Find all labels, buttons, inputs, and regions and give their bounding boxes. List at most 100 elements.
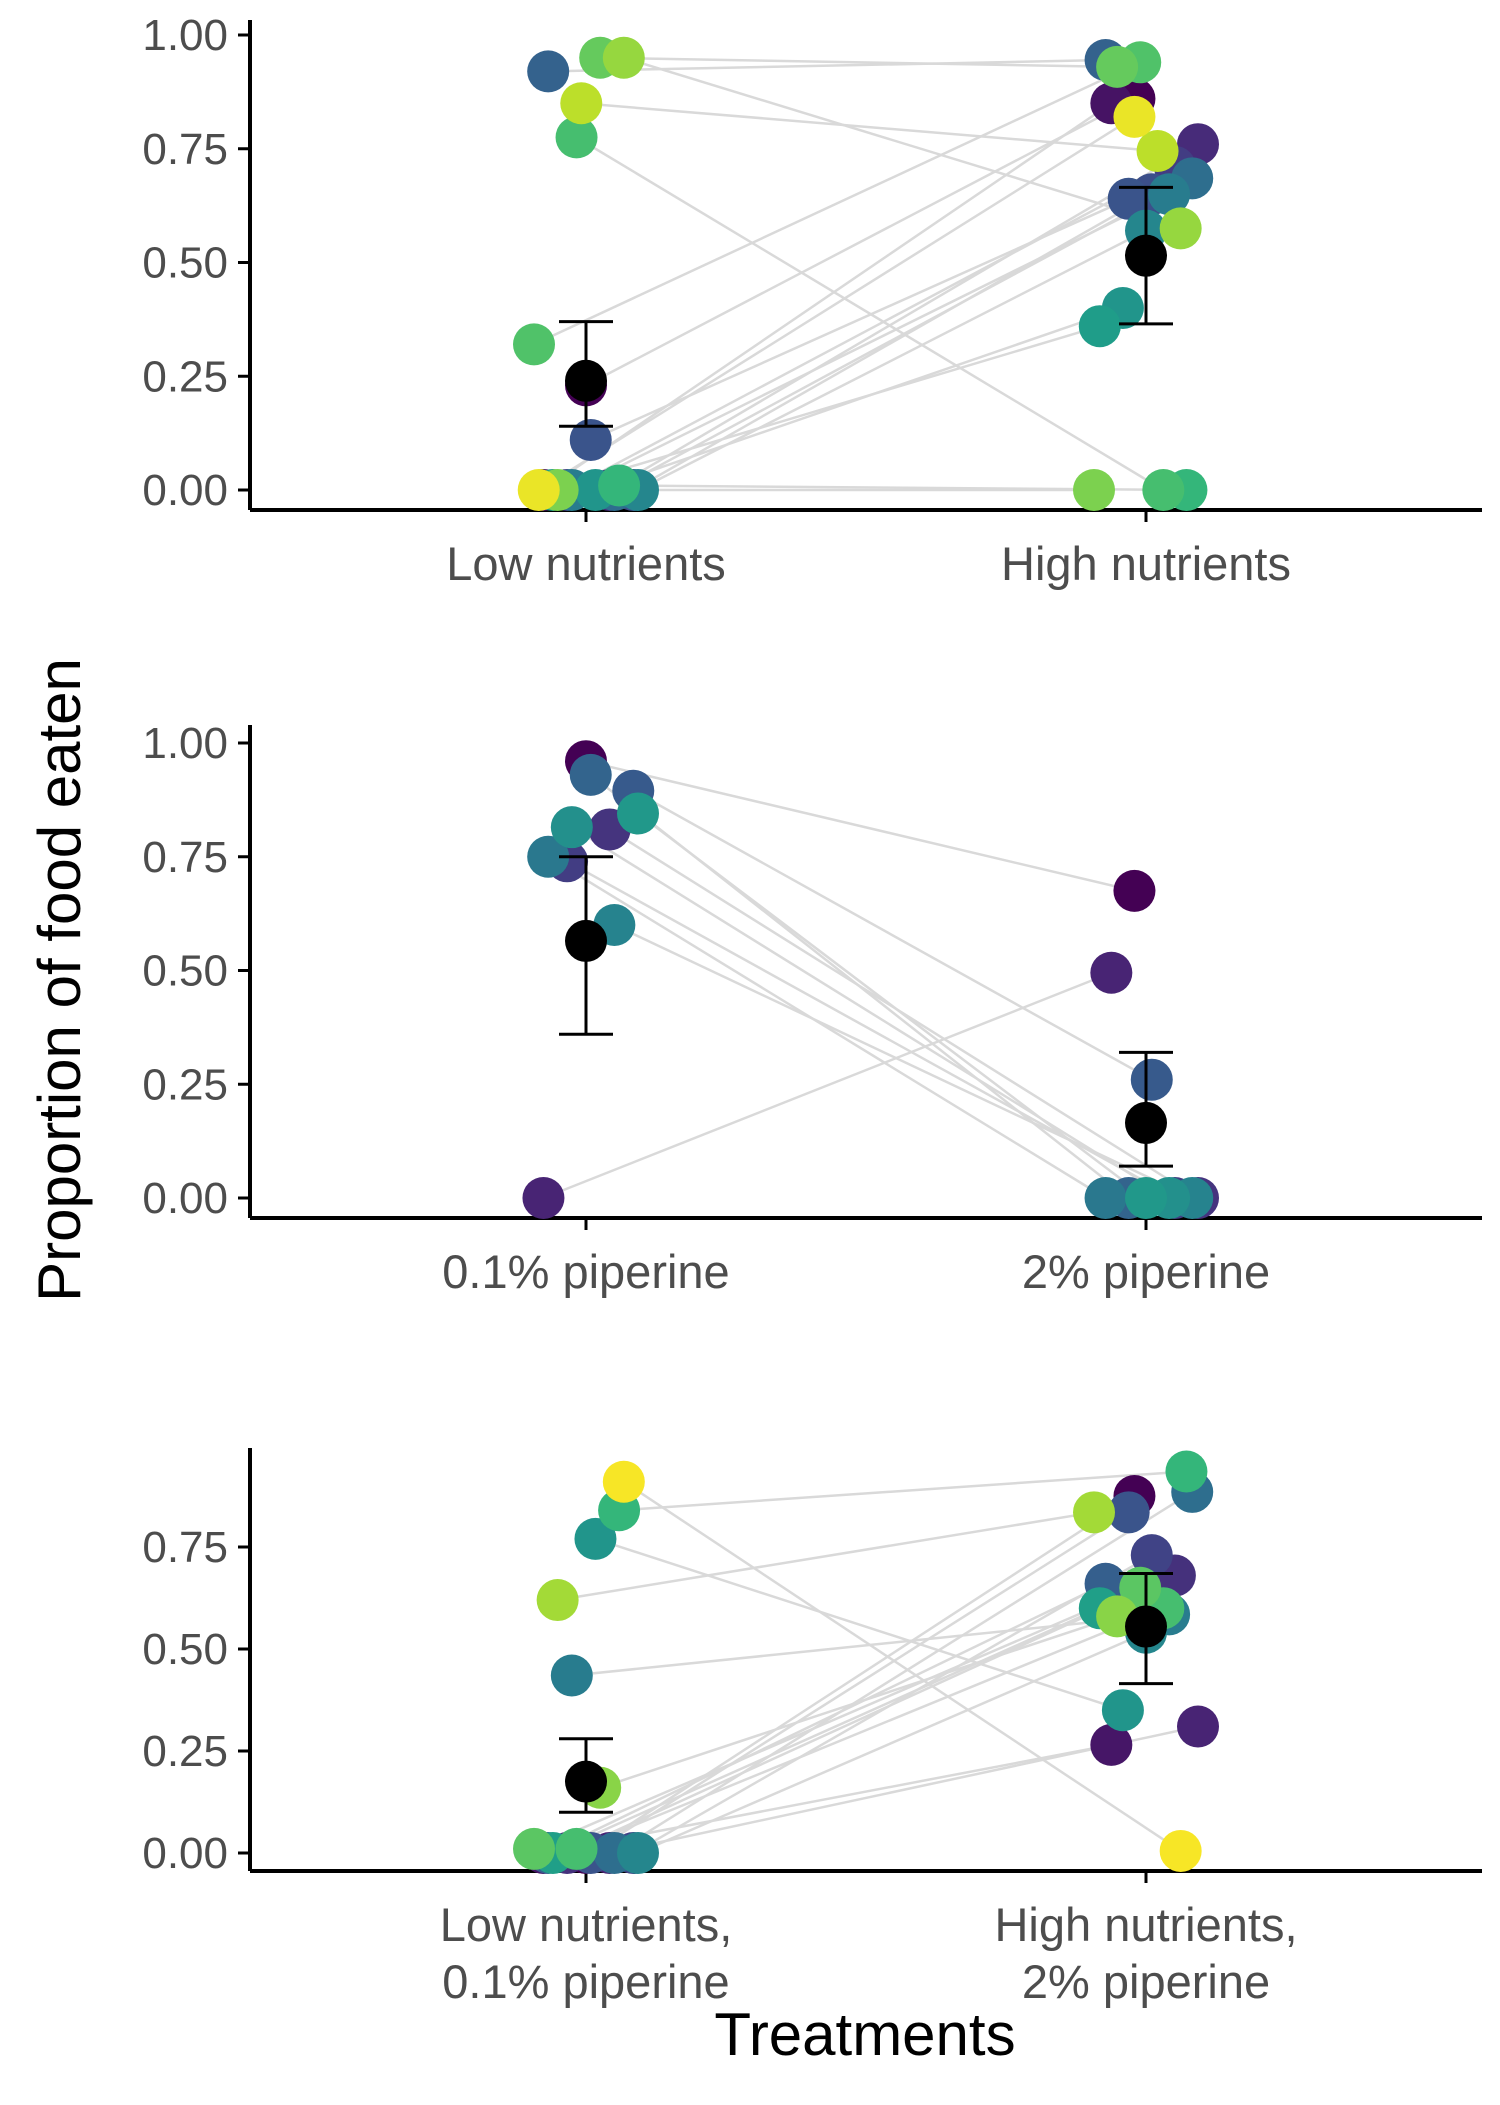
pair-line (547, 855, 1107, 1200)
pair-line (538, 115, 1136, 492)
data-point-right (1142, 469, 1185, 511)
data-point-left (602, 1460, 645, 1503)
data-point-right (1177, 1705, 1219, 1748)
data-point-right (1159, 207, 1202, 250)
data-point-right (1090, 951, 1133, 994)
data-point-left (550, 1654, 593, 1697)
pair-line (571, 826, 1170, 1200)
data-point-right (1107, 1491, 1150, 1534)
data-point-left (569, 418, 612, 461)
pair-line (590, 197, 1130, 442)
data-point-left (569, 753, 612, 796)
y-tick-label: 1.00 (142, 11, 228, 60)
data-point-right (1130, 1058, 1173, 1101)
pair-line (585, 1494, 1136, 1855)
data-point-right (1113, 95, 1156, 138)
y-tick-label: 0.75 (142, 833, 228, 882)
pair-line (552, 1607, 1101, 1855)
pair-line (571, 193, 1170, 492)
pair-line (557, 1511, 1095, 1602)
pair-line (599, 1615, 1118, 1789)
data-point-left (560, 82, 603, 125)
data-point-right (1084, 1177, 1127, 1219)
data-point-right (1101, 1689, 1144, 1732)
pair-line (547, 1582, 1107, 1855)
data-point-right (1148, 173, 1191, 216)
x-category-label: 0.1% piperine (442, 1245, 729, 1298)
mean-point (1125, 1605, 1167, 1648)
data-point-right (1113, 869, 1156, 912)
data-point-right (1165, 1450, 1208, 1493)
mean-point (565, 359, 607, 402)
y-axis-title: Proportion of food eaten (26, 658, 93, 1302)
pair-line (576, 1607, 1164, 1851)
pair-line (623, 1480, 1182, 1853)
data-point-left (617, 1832, 659, 1874)
pair-line (552, 325, 1101, 492)
y-tick-label: 0.75 (142, 125, 228, 174)
y-tick-label: 0.00 (142, 466, 228, 515)
data-point-right (1136, 130, 1179, 173)
data-point-right (1073, 469, 1115, 511)
pair-line (581, 102, 1158, 153)
pair-line (595, 1537, 1124, 1712)
data-point-left (527, 835, 570, 878)
pair-line (542, 971, 1112, 1200)
panel-nutrients: 0.00 0.25 0.50 0.75 1.00 Low nutrients High nu… (142, 11, 1482, 590)
y-tick-label: 0.00 (142, 1829, 228, 1878)
data-point-left (517, 469, 560, 511)
x-category-label: High nutrients (1001, 537, 1291, 590)
pair-line (600, 56, 1118, 69)
panel-piperine: 0.00 0.25 0.50 0.75 1.00 0.1% piperine 2% pipe… (142, 719, 1482, 1298)
x-category-label: High nutrients, 2% piperine (994, 1898, 1297, 2008)
pair-line (637, 812, 1147, 1199)
y-tick-label: 0.50 (142, 1625, 228, 1674)
y-tick-label: 0.25 (142, 352, 228, 401)
y-tick-label: 1.00 (142, 719, 228, 768)
x-category-label: Low nutrients (446, 537, 726, 590)
data-point-left (617, 792, 659, 835)
y-tick-label: 0.50 (142, 239, 228, 288)
data-point-right (1078, 305, 1121, 348)
pair-line (566, 1574, 1176, 1855)
data-point-left (536, 1579, 579, 1622)
data-point-right (1159, 1829, 1202, 1872)
data-point-left (555, 1827, 598, 1870)
pair-line (575, 136, 1164, 492)
data-point-left (598, 464, 641, 507)
panel-combined: 0.00 0.25 0.50 0.75 Low nutrients, 0.1% piper… (142, 1448, 1482, 2008)
pair-line (585, 759, 1135, 893)
data-point-left (574, 1517, 617, 1560)
data-point-right (1073, 1491, 1115, 1534)
data-point-left (555, 116, 598, 159)
y-tick-label: 0.50 (142, 947, 228, 996)
pair-line (609, 143, 1199, 492)
x-category-label: 2% piperine (1022, 1245, 1270, 1298)
data-point-left (602, 36, 645, 79)
pair-line (533, 61, 1141, 346)
x-category-label: Low nutrients, 0.1% piperine (440, 1898, 733, 2008)
y-tick-label: 0.25 (142, 1060, 228, 1109)
pair-line (619, 1470, 1187, 1512)
pair-line (632, 193, 1153, 492)
data-point-right (1096, 45, 1139, 88)
pair-line (637, 1631, 1147, 1855)
pair-line (632, 789, 1153, 1081)
pair-line (566, 165, 1176, 492)
y-tick-label: 0.00 (142, 1174, 228, 1223)
x-axis-title: Treatments (714, 2001, 1015, 2068)
pair-line (542, 102, 1113, 492)
pair-line (632, 1554, 1153, 1855)
data-point-right (1119, 1566, 1162, 1609)
data-point-right (1090, 1723, 1133, 1766)
data-point-left (522, 1177, 565, 1219)
mean-point (1125, 234, 1167, 277)
data-point-left (550, 806, 593, 849)
data-point-left (513, 323, 555, 366)
data-point-right (1125, 1177, 1167, 1219)
y-tick-label: 0.75 (142, 1523, 228, 1572)
data-point-right (1130, 1534, 1173, 1577)
mean-point (565, 1760, 607, 1803)
